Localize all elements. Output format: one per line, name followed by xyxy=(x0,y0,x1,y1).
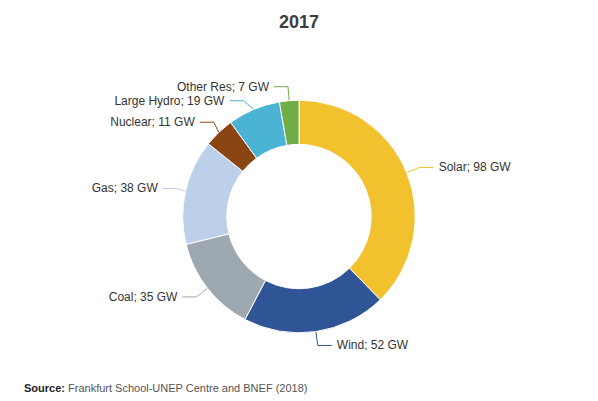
svg-text:Source:: Source: xyxy=(24,382,65,394)
svg-text:Wind; 52 GW: Wind; 52 GW xyxy=(337,338,409,352)
svg-text:2017: 2017 xyxy=(279,12,319,32)
svg-text:Gas; 38 GW: Gas; 38 GW xyxy=(92,181,159,195)
svg-text:Solar; 98 GW: Solar; 98 GW xyxy=(439,160,512,174)
svg-text:Frankfurt School-UNEP Centre a: Frankfurt School-UNEP Centre and BNEF (2… xyxy=(65,382,308,394)
svg-text:Other Res; 7 GW: Other Res; 7 GW xyxy=(177,80,270,94)
svg-text:Nuclear; 11 GW: Nuclear; 11 GW xyxy=(110,115,195,129)
svg-text:Coal; 35 GW: Coal; 35 GW xyxy=(109,290,178,304)
svg-text:Large Hydro; 19 GW: Large Hydro; 19 GW xyxy=(114,94,225,108)
